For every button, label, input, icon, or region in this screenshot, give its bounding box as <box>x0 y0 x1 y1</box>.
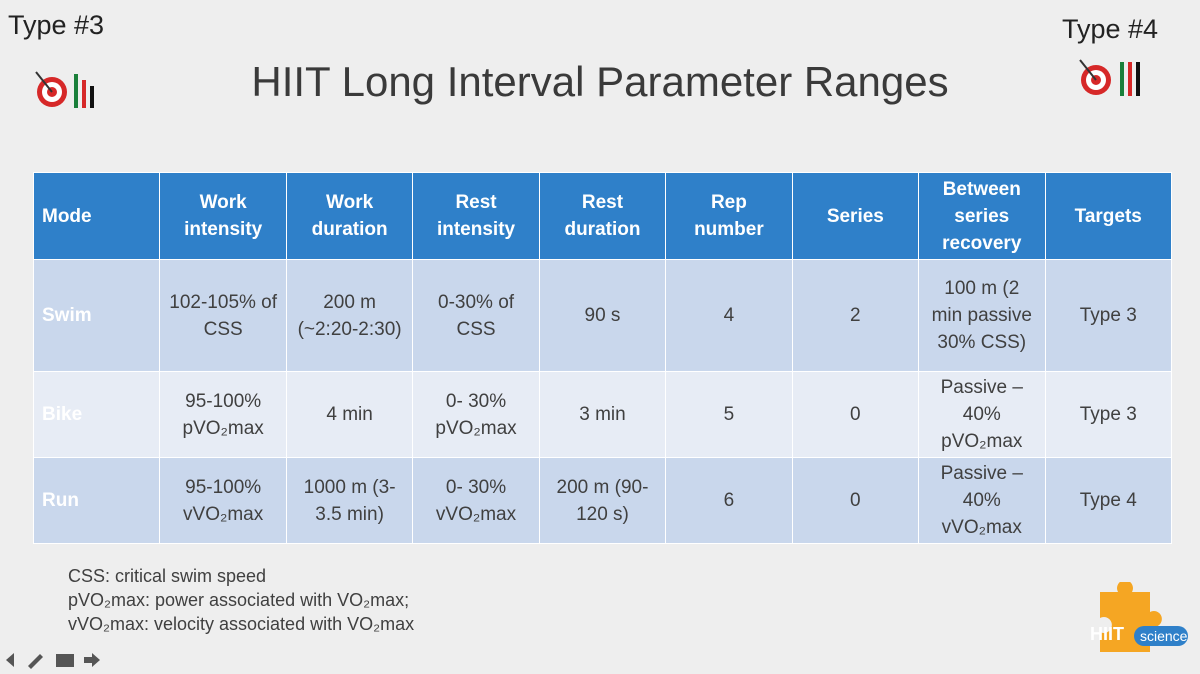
logo-sub: science <box>1140 628 1188 644</box>
column-header: Targets <box>1044 172 1172 260</box>
table-cell: 1000 m (3-3.5 min) <box>285 457 414 544</box>
table-cell: 0-30% of CSS <box>412 259 540 372</box>
column-header: Between series recovery <box>918 172 1046 260</box>
table-row: Run 95-100% vVO₂max 1000 m (3-3.5 min) 0- 3… <box>32 457 1172 544</box>
table-cell: Passive – 40% pVO₂max <box>918 371 1046 458</box>
footnote: vVO₂max: velocity associated with VO₂max <box>68 614 415 634</box>
table-row: Swim 102-105% of CSS 200 m (~2:20-2:30) 0-3… <box>32 259 1172 372</box>
column-header: Rep number <box>665 172 793 260</box>
table-cell: 200 m (90-120 s) <box>538 457 667 544</box>
table-cell: Type 3 <box>1044 371 1172 458</box>
table-cell: 200 m (~2:20-2:30) <box>285 259 414 372</box>
logo: HIIT science <box>1090 582 1188 652</box>
table-cell: 0 <box>791 371 920 458</box>
parameter-table: Mode Work intensity Work duration Rest inte… <box>32 172 1172 544</box>
column-header: Work duration <box>285 172 414 260</box>
table-cell: 4 min <box>285 371 414 458</box>
footnote: CSS: critical swim speed <box>68 566 267 586</box>
slide-title: HIIT Long Interval Parameter Ranges <box>251 58 949 105</box>
table-cell: Passive – 40% vVO₂max <box>918 457 1046 544</box>
table-cell: 0 <box>791 457 920 544</box>
table-cell: 3 min <box>538 371 667 458</box>
table-cell: 102-105% of CSS <box>159 259 287 372</box>
table-cell: 6 <box>665 457 793 544</box>
target-icon <box>1079 59 1140 96</box>
column-header: Rest duration <box>538 172 667 260</box>
table-cell: 2 <box>791 259 920 372</box>
type-label: Type #4 <box>1062 14 1159 44</box>
table-cell: Type 4 <box>1044 457 1172 544</box>
mode-cell: Swim <box>32 259 161 372</box>
column-header: Mode <box>32 172 161 260</box>
table-cell: 95-100% pVO₂max <box>159 371 287 458</box>
column-header: Work intensity <box>159 172 287 260</box>
table-row: Bike 95-100% pVO₂max 4 min 0- 30% pVO₂max 3 … <box>32 371 1172 458</box>
table-cell: Type 3 <box>1044 259 1172 372</box>
table-cell: 95-100% vVO₂max <box>159 457 287 544</box>
table-cell: 5 <box>665 371 793 458</box>
mode-cell: Bike <box>32 371 161 458</box>
column-header: Rest intensity <box>412 172 540 260</box>
footnote: pVO₂max: power associated with VO₂max; <box>68 590 410 610</box>
table-cell: 90 s <box>538 259 667 372</box>
nav-icons[interactable] <box>4 650 104 670</box>
table-cell: 0- 30% vVO₂max <box>412 457 540 544</box>
table-cell: 100 m (2 min passive 30% CSS) <box>918 259 1046 372</box>
footnotes: CSS: critical swim speed pVO₂max: power a… <box>68 564 414 636</box>
target-icon <box>35 71 94 108</box>
type-label: Type #3 <box>8 10 105 40</box>
table-cell: 0- 30% pVO₂max <box>412 371 540 458</box>
header-row: Mode Work intensity Work duration Rest inte… <box>32 172 1172 260</box>
column-header: Series <box>791 172 920 260</box>
table-cell: 4 <box>665 259 793 372</box>
logo-brand: HIIT <box>1090 624 1124 644</box>
mode-cell: Run <box>32 457 161 544</box>
